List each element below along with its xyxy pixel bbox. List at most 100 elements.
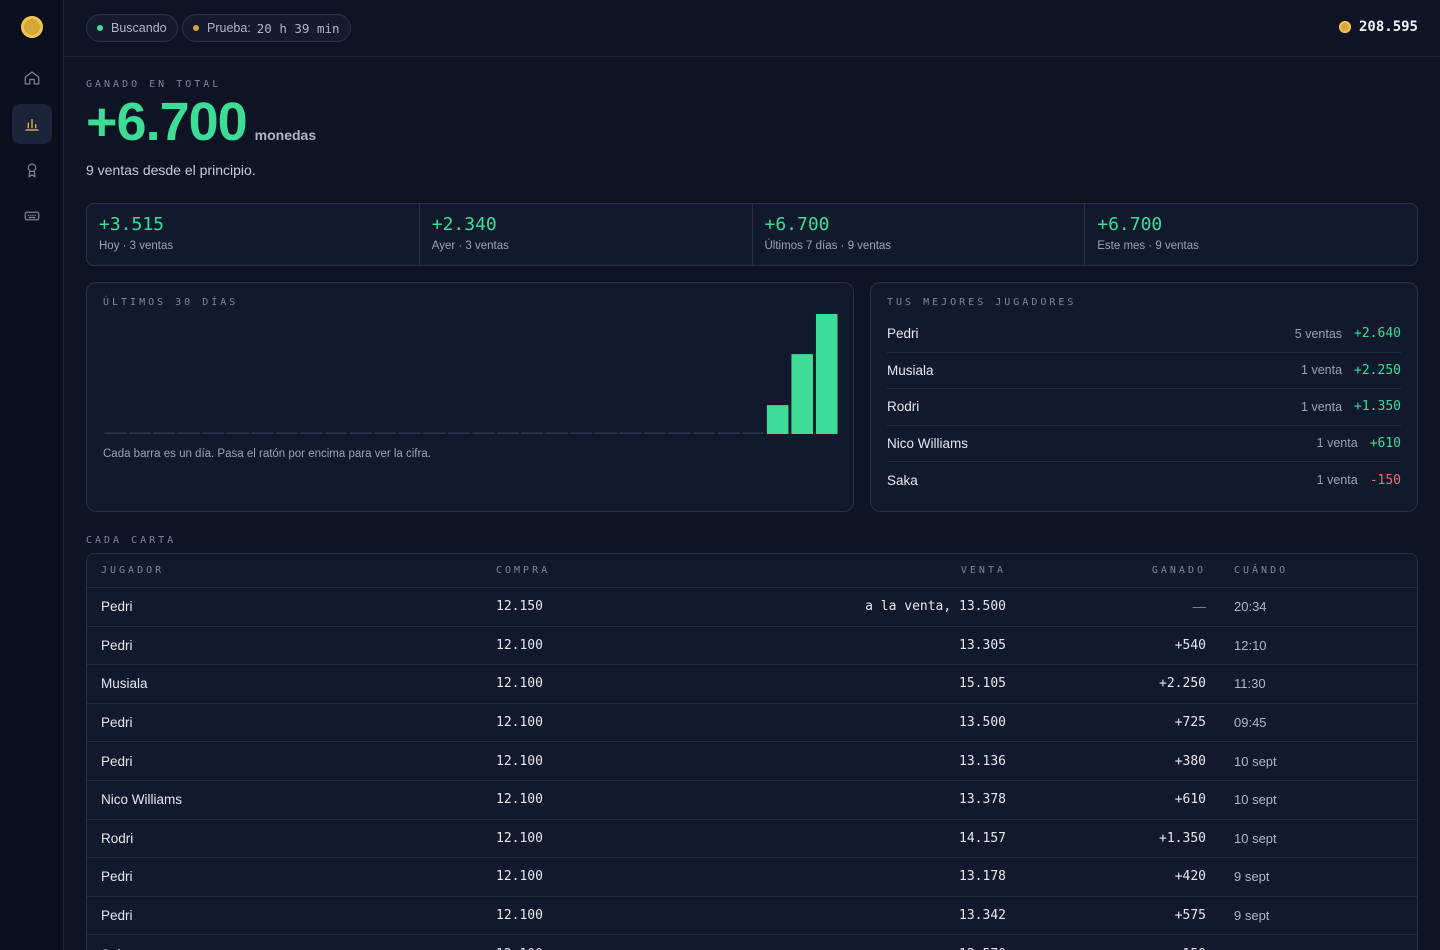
table-row[interactable]: Pedri 12.100 13.178 +420 9 sept: [87, 858, 1417, 897]
cell-buy: 12.100: [496, 753, 543, 769]
chart-bar-empty[interactable]: [104, 432, 127, 435]
chart-bar-empty[interactable]: [423, 432, 445, 435]
chart-bar-empty[interactable]: [742, 432, 764, 435]
chart-bar-empty[interactable]: [178, 432, 200, 435]
table-row[interactable]: Pedri 12.100 13.305 +540 12:10: [87, 627, 1417, 666]
trial-time: 20 h 39 min: [256, 20, 340, 36]
chart-bar-empty[interactable]: [398, 432, 421, 435]
cell-buy: 12.100: [496, 947, 696, 950]
hero-unit: monedas: [254, 127, 317, 143]
topbar: Buscando Prueba: 20 h 39 min 208.595: [64, 0, 1440, 57]
stat-label: Este mes · 9 ventas: [1097, 240, 1199, 252]
cell-when: 10 sept: [1234, 753, 1277, 769]
trial-label: Prueba:: [207, 21, 251, 35]
table-row[interactable]: Pedri 12.100 13.500 +725 09:45: [87, 704, 1417, 743]
status-label: Buscando: [111, 21, 167, 35]
table-row[interactable]: Pedri 12.100 13.342 +575 9 sept: [87, 897, 1417, 936]
balance-value: 208.595: [1358, 19, 1418, 35]
chart-bar-empty[interactable]: [349, 432, 372, 435]
chart-bar-empty[interactable]: [472, 432, 495, 435]
cell-buy: 12.100: [496, 792, 543, 808]
cell-sell: 12.570: [696, 947, 1006, 950]
player-row[interactable]: Saka 1 venta -150: [887, 462, 1401, 499]
stat-value: +3.515: [99, 214, 165, 235]
chart-panel-label: ÚLTIMOS 30 DÍAS: [103, 297, 239, 308]
hero-value: +6.700: [86, 92, 248, 152]
chart-bar-empty[interactable]: [447, 432, 470, 435]
status-dot-icon: [97, 25, 103, 31]
chart-bar-empty[interactable]: [717, 432, 740, 435]
player-list: Pedri 5 ventas +2.640 Musiala 1 venta +2.250 R…: [887, 316, 1401, 499]
chart-bar-empty[interactable]: [570, 432, 593, 435]
chart-bar-empty[interactable]: [276, 432, 298, 435]
coin-icon: [1338, 21, 1351, 33]
player-sale-count: 1 venta: [1316, 473, 1358, 488]
player-sale-count: 1 venta: [1316, 436, 1358, 451]
chart-hint: Cada barra es un día. Pasa el ratón por …: [103, 448, 431, 460]
player-name: Nico Williams: [887, 435, 968, 451]
top-players-panel: TUS MEJORES JUGADORES Pedri 5 ventas +2.64…: [870, 282, 1418, 512]
col-player[interactable]: JUGADOR: [101, 565, 165, 576]
cell-when: 9 sept: [1206, 947, 1406, 950]
cell-buy: 12.100: [496, 908, 543, 924]
cell-buy: 12.100: [496, 830, 543, 846]
cell-player: Rodri: [101, 830, 134, 846]
player-row[interactable]: Musiala 1 venta +2.250: [887, 353, 1401, 389]
table-row[interactable]: Pedri 12.150 a la venta, 13.500 — 20:34: [87, 588, 1417, 627]
chart-bar-empty[interactable]: [300, 432, 323, 435]
trial-pill[interactable]: Prueba: 20 h 39 min: [182, 14, 351, 42]
table-header: JUGADOR COMPRA VENTA GANADO CUÁNDO: [87, 554, 1417, 588]
chart-bar-empty[interactable]: [251, 432, 274, 435]
chart-bar-empty[interactable]: [521, 432, 544, 435]
chart-bar-empty[interactable]: [595, 432, 617, 435]
chart-bar-empty[interactable]: [546, 432, 568, 435]
stats-strip: +3.515 Hoy · 3 ventas +2.340 Ayer · 3 ve…: [86, 203, 1418, 266]
table-row[interactable]: Musiala 12.100 15.105 +2.250 11:30: [87, 665, 1417, 704]
col-sell[interactable]: VENTA: [960, 565, 1006, 576]
home-icon[interactable]: [12, 58, 52, 98]
chart-bar-empty[interactable]: [497, 432, 519, 435]
table-row[interactable]: Saka12.10012.570-1509 sept: [87, 935, 1417, 950]
trial-dot-icon: [193, 25, 199, 31]
hero-total: +6.700 monedas: [86, 91, 316, 153]
player-row[interactable]: Pedri 5 ventas +2.640: [887, 316, 1401, 353]
chart-bar-empty[interactable]: [153, 432, 176, 435]
chart-bar-empty[interactable]: [668, 432, 691, 435]
cell-sell: 13.178: [959, 869, 1006, 885]
bar-chart-icon[interactable]: [12, 104, 52, 144]
stat-last-7-days: +6.700 Últimos 7 días · 9 ventas: [753, 204, 1086, 265]
col-buy[interactable]: COMPRA: [496, 565, 551, 576]
chart-bar[interactable]: [815, 314, 838, 434]
cell-gain: +380: [1174, 753, 1206, 769]
table-row[interactable]: Rodri 12.100 14.157 +1.350 10 sept: [87, 820, 1417, 859]
chart-bar-empty[interactable]: [374, 432, 396, 435]
stat-label: Ayer · 3 ventas: [431, 240, 509, 252]
status-pill[interactable]: Buscando: [86, 14, 178, 42]
sidebar: [0, 0, 64, 950]
chart-bar-empty[interactable]: [619, 432, 642, 435]
stat-today: +3.515 Hoy · 3 ventas: [87, 204, 420, 265]
daily-bar-chart[interactable]: [103, 313, 839, 437]
chart-bar-empty[interactable]: [202, 432, 225, 435]
player-row[interactable]: Nico Williams 1 venta +610: [887, 426, 1401, 462]
chart-bar[interactable]: [766, 405, 789, 434]
chart-bar-empty[interactable]: [129, 432, 151, 435]
stat-value: +2.340: [431, 214, 497, 235]
chart-bar-empty[interactable]: [325, 432, 347, 435]
chart-bar-empty[interactable]: [644, 432, 666, 435]
chart-bar-empty[interactable]: [227, 432, 249, 435]
player-row[interactable]: Rodri 1 venta +1.350: [887, 389, 1401, 426]
award-icon[interactable]: [12, 150, 52, 190]
player-name: Rodri: [887, 399, 920, 415]
cell-gain: —: [1192, 599, 1207, 615]
table-row[interactable]: Pedri 12.100 13.136 +380 10 sept: [87, 742, 1417, 781]
coin-logo-icon[interactable]: [21, 16, 43, 38]
col-when[interactable]: CUÁNDO: [1234, 565, 1289, 576]
table-row[interactable]: Nico Williams 12.100 13.378 +610 10 sept: [87, 781, 1417, 820]
stat-value: +6.700: [1097, 214, 1163, 235]
keyboard-icon[interactable]: [12, 196, 52, 236]
chart-bar[interactable]: [791, 354, 813, 434]
col-gain[interactable]: GANADO: [1151, 565, 1206, 576]
table-body: Pedri 12.150 a la venta, 13.500—20:34 Pedri…: [87, 588, 1417, 950]
chart-bar-empty[interactable]: [693, 432, 715, 435]
